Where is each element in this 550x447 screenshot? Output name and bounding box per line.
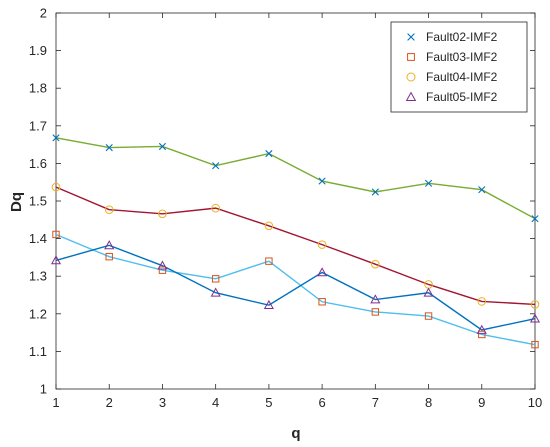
- x-tick-label: 2: [106, 395, 113, 410]
- x-axis: 1 2 3 4 5 6 7 8 9 10: [52, 13, 542, 410]
- x-tick-label: 3: [159, 395, 166, 410]
- data-point-s2-8: [424, 312, 433, 320]
- legend-marker-3: [406, 72, 416, 82]
- x-tick-label: 9: [478, 395, 485, 410]
- data-point-s1-7: [371, 188, 379, 196]
- y-tick-label: 1.7: [29, 118, 47, 133]
- data-point-s1-3: [158, 142, 167, 151]
- data-point-s4-5: [263, 299, 274, 310]
- data-point-s2-5: [265, 257, 273, 265]
- y-tick-label: 1.9: [29, 43, 47, 58]
- legend-label-1: Fault02-IMF2: [426, 30, 498, 44]
- legend-label-3: Fault04-IMF2: [426, 70, 498, 84]
- x-tick-label: 1: [52, 395, 59, 410]
- y-axis-label: Dq: [8, 192, 25, 212]
- series-lines: [55, 137, 536, 346]
- x-axis-label: q: [291, 425, 300, 442]
- data-point-s3-3: [158, 209, 167, 219]
- data-point-s3-1: [51, 182, 61, 192]
- y-tick-label: 2: [40, 6, 47, 21]
- x-tick-label: 7: [372, 395, 379, 410]
- series-line-3: [55, 186, 536, 306]
- series-line-4: [55, 244, 536, 331]
- legend-label-2: Fault03-IMF2: [426, 50, 498, 64]
- legend-label-4: Fault05-IMF2: [426, 90, 498, 104]
- x-tick-label: 5: [265, 395, 272, 410]
- data-point-s2-10: [531, 340, 539, 349]
- y-tick-label: 1.8: [29, 81, 47, 96]
- data-point-s3-10: [530, 300, 540, 309]
- data-point-s1-8: [424, 179, 433, 187]
- y-axis: 1 1.1 1.2 1.3 1.4 1.5 1.6 1.7 1.8 1.9 2: [29, 6, 535, 397]
- data-point-s4-7: [370, 294, 381, 304]
- data-point-s3-2: [104, 205, 114, 214]
- series-line-2: [55, 233, 536, 346]
- data-point-s4-9: [476, 324, 487, 334]
- y-tick-label: 1.2: [29, 306, 47, 321]
- data-point-s1-1: [52, 134, 60, 142]
- data-point-s1-9: [478, 186, 486, 194]
- x-tick-label: 4: [212, 395, 219, 410]
- data-point-s2-7: [371, 308, 380, 316]
- data-point-s1-4: [212, 162, 220, 170]
- data-point-s3-5: [264, 221, 274, 231]
- data-point-s2-3: [158, 266, 167, 274]
- data-point-s2-2: [105, 252, 113, 261]
- data-point-s2-6: [318, 298, 326, 306]
- data-point-s3-9: [477, 297, 487, 306]
- data-point-s3-6: [317, 240, 327, 249]
- legend-marker-1: [407, 33, 415, 41]
- x-tick-label: 10: [528, 395, 542, 410]
- data-point-s1-5: [265, 150, 273, 158]
- data-point-s4-8: [423, 287, 434, 297]
- data-point-s4-4: [210, 287, 221, 297]
- y-tick-label: 1.1: [29, 344, 47, 359]
- y-tick-label: 1.4: [29, 231, 47, 246]
- data-point-s1-6: [318, 177, 326, 185]
- data-point-s4-2: [104, 240, 115, 250]
- y-tick-label: 1.5: [29, 194, 47, 209]
- data-point-s1-10: [531, 215, 539, 223]
- legend-marker-4: [405, 91, 417, 102]
- data-point-s3-4: [211, 203, 220, 213]
- data-point-s4-10: [529, 313, 541, 323]
- data-point-s1-2: [105, 144, 113, 152]
- data-point-s4-3: [157, 260, 168, 270]
- y-tick-label: 1: [40, 382, 47, 397]
- data-point-s2-4: [211, 275, 220, 283]
- data-point-s4-6: [317, 267, 328, 277]
- y-tick-label: 1.3: [29, 269, 47, 284]
- data-point-s4-1: [50, 255, 62, 265]
- data-point-s2-1: [52, 230, 60, 239]
- data-point-s3-7: [371, 259, 380, 269]
- legend: Fault02-IMF2 Fault03-IMF2 Fault04-IMF2 Faul…: [390, 21, 528, 113]
- x-tick-label: 8: [425, 395, 432, 410]
- x-tick-label: 6: [318, 395, 325, 410]
- series-line-1: [55, 137, 536, 220]
- data-point-s2-9: [478, 330, 486, 339]
- legend-marker-2: [407, 53, 415, 61]
- series-markers: [50, 134, 541, 349]
- y-tick-label: 1.6: [29, 156, 47, 171]
